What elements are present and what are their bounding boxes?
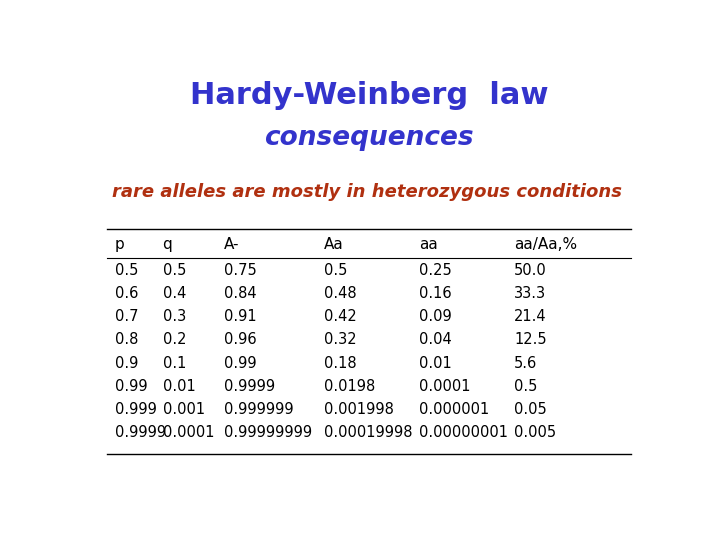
Text: 0.00000001: 0.00000001 bbox=[419, 425, 508, 440]
Text: 0.01: 0.01 bbox=[163, 379, 195, 394]
Text: 0.1: 0.1 bbox=[163, 356, 186, 370]
Text: q: q bbox=[163, 237, 172, 252]
Text: Hardy-Weinberg  law: Hardy-Weinberg law bbox=[190, 82, 548, 111]
Text: 33.3: 33.3 bbox=[514, 286, 546, 301]
Text: 0.84: 0.84 bbox=[224, 286, 256, 301]
Text: 0.4: 0.4 bbox=[163, 286, 186, 301]
Text: 0.3: 0.3 bbox=[163, 309, 186, 324]
Text: 0.42: 0.42 bbox=[324, 309, 357, 324]
Text: rare alleles are mostly in heterozygous conditions: rare alleles are mostly in heterozygous … bbox=[112, 183, 622, 201]
Text: 0.9999: 0.9999 bbox=[224, 379, 275, 394]
Text: 0.8: 0.8 bbox=[115, 333, 138, 347]
Text: 0.32: 0.32 bbox=[324, 333, 357, 347]
Text: 21.4: 21.4 bbox=[514, 309, 546, 324]
Text: 0.5: 0.5 bbox=[115, 263, 138, 278]
Text: 0.0001: 0.0001 bbox=[419, 379, 471, 394]
Text: p: p bbox=[115, 237, 125, 252]
Text: 0.05: 0.05 bbox=[514, 402, 546, 417]
Text: 0.09: 0.09 bbox=[419, 309, 452, 324]
Text: 0.0198: 0.0198 bbox=[324, 379, 376, 394]
Text: 0.75: 0.75 bbox=[224, 263, 256, 278]
Text: 50.0: 50.0 bbox=[514, 263, 546, 278]
Text: consequences: consequences bbox=[264, 125, 474, 151]
Text: aa: aa bbox=[419, 237, 438, 252]
Text: 0.001: 0.001 bbox=[163, 402, 204, 417]
Text: 0.001998: 0.001998 bbox=[324, 402, 395, 417]
Text: 0.99999999: 0.99999999 bbox=[224, 425, 312, 440]
Text: 0.6: 0.6 bbox=[115, 286, 138, 301]
Text: 0.0001: 0.0001 bbox=[163, 425, 214, 440]
Text: 0.48: 0.48 bbox=[324, 286, 357, 301]
Text: 0.25: 0.25 bbox=[419, 263, 452, 278]
Text: 0.9: 0.9 bbox=[115, 356, 138, 370]
Text: 0.00019998: 0.00019998 bbox=[324, 425, 413, 440]
Text: 0.999: 0.999 bbox=[115, 402, 157, 417]
Text: A-: A- bbox=[224, 237, 240, 252]
Text: 0.5: 0.5 bbox=[514, 379, 537, 394]
Text: 0.2: 0.2 bbox=[163, 333, 186, 347]
Text: 5.6: 5.6 bbox=[514, 356, 537, 370]
Text: 0.000001: 0.000001 bbox=[419, 402, 490, 417]
Text: 0.999999: 0.999999 bbox=[224, 402, 294, 417]
Text: 0.96: 0.96 bbox=[224, 333, 256, 347]
Text: 0.18: 0.18 bbox=[324, 356, 357, 370]
Text: 0.04: 0.04 bbox=[419, 333, 452, 347]
Text: aa/Aa,%: aa/Aa,% bbox=[514, 237, 577, 252]
Text: 0.005: 0.005 bbox=[514, 425, 557, 440]
Text: Aa: Aa bbox=[324, 237, 344, 252]
Text: 0.16: 0.16 bbox=[419, 286, 452, 301]
Text: 0.9999: 0.9999 bbox=[115, 425, 166, 440]
Text: 0.99: 0.99 bbox=[115, 379, 148, 394]
Text: 0.5: 0.5 bbox=[163, 263, 186, 278]
Text: 0.91: 0.91 bbox=[224, 309, 256, 324]
Text: 0.7: 0.7 bbox=[115, 309, 139, 324]
Text: 12.5: 12.5 bbox=[514, 333, 546, 347]
Text: 0.01: 0.01 bbox=[419, 356, 452, 370]
Text: 0.99: 0.99 bbox=[224, 356, 256, 370]
Text: 0.5: 0.5 bbox=[324, 263, 348, 278]
